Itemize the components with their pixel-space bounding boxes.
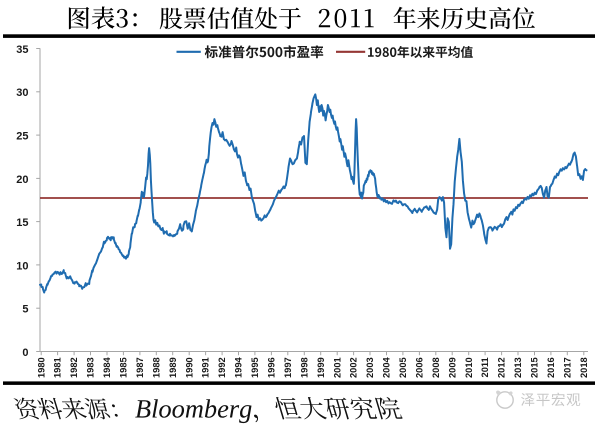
svg-text:1990: 1990: [184, 357, 194, 378]
svg-text:1988: 1988: [151, 357, 161, 378]
svg-text:1991: 1991: [201, 357, 211, 378]
svg-text:15: 15: [16, 217, 28, 229]
svg-text:1981: 1981: [53, 357, 63, 378]
svg-text:1982: 1982: [69, 357, 79, 378]
svg-text:1995: 1995: [250, 357, 260, 378]
svg-text:20: 20: [16, 174, 28, 186]
svg-text:2006: 2006: [415, 357, 425, 378]
svg-text:2004: 2004: [382, 356, 392, 378]
svg-text:2012: 2012: [497, 357, 507, 378]
svg-text:2016: 2016: [546, 357, 556, 378]
svg-text:2015: 2015: [530, 357, 540, 378]
svg-text:1984: 1984: [102, 356, 112, 378]
svg-text:2008: 2008: [431, 357, 441, 378]
svg-text:1985: 1985: [119, 357, 129, 378]
svg-text:2013: 2013: [513, 357, 523, 378]
svg-text:1989: 1989: [168, 357, 178, 378]
svg-text:0: 0: [22, 347, 28, 359]
svg-text:1998: 1998: [299, 357, 309, 378]
svg-text:35: 35: [16, 44, 28, 56]
svg-text:30: 30: [16, 87, 28, 99]
svg-text:2010: 2010: [464, 357, 474, 378]
svg-text:1994: 1994: [234, 356, 244, 378]
svg-text:1992: 1992: [217, 357, 227, 378]
svg-text:2002: 2002: [349, 357, 359, 378]
svg-text:2011: 2011: [480, 357, 490, 377]
svg-text:1996: 1996: [267, 357, 277, 378]
svg-text:2005: 2005: [398, 357, 408, 378]
svg-text:25: 25: [16, 131, 28, 143]
svg-text:2009: 2009: [447, 357, 457, 378]
svg-text:2001: 2001: [332, 357, 342, 378]
svg-text:1987: 1987: [135, 357, 145, 378]
svg-text:2018: 2018: [579, 357, 589, 378]
svg-text:1980: 1980: [36, 357, 46, 378]
svg-text:2017: 2017: [562, 357, 572, 378]
svg-text:1997: 1997: [283, 357, 293, 378]
svg-text:2003: 2003: [365, 357, 375, 378]
svg-text:5: 5: [22, 304, 28, 316]
svg-text:10: 10: [16, 260, 28, 272]
svg-text:1999: 1999: [316, 357, 326, 378]
svg-text:1983: 1983: [86, 357, 96, 378]
